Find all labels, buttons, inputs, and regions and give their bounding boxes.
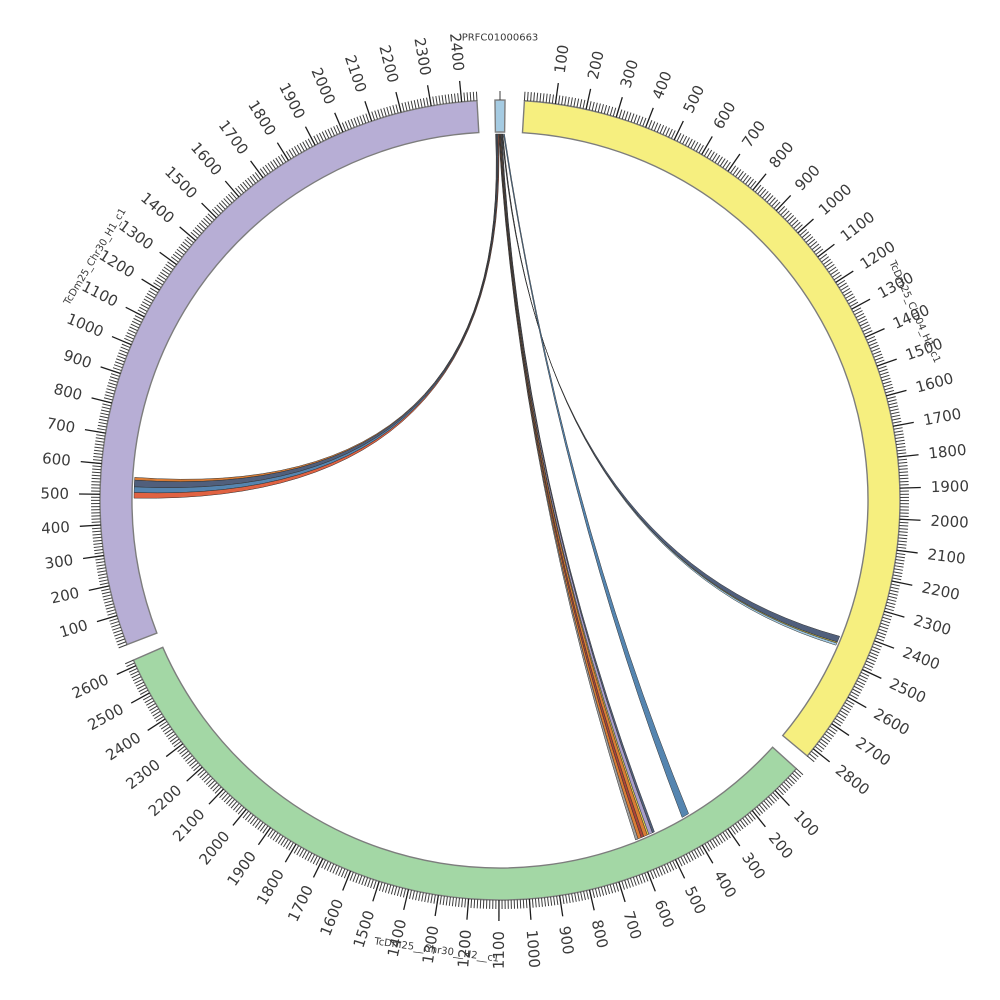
segment-TcDm25__Chr30__H2__c1 (116, 646, 804, 922)
tick-label: 200 (584, 49, 608, 81)
tick-label: 900 (555, 925, 577, 956)
segment-TcDm25_Chr04_H1_c1 (521, 82, 921, 763)
tick-label: 1100 (490, 931, 508, 969)
tick-label: 100 (551, 44, 573, 75)
segment-name-label: PRFC01000663 (462, 33, 539, 44)
tick-label: 200 (49, 584, 81, 608)
tick-label: 600 (41, 449, 71, 470)
tick-label: 2400 (446, 32, 468, 72)
major-ticks (79, 80, 463, 623)
tick-label: 800 (588, 918, 612, 950)
tick-label: 300 (44, 551, 75, 573)
tick-label: 1800 (928, 441, 968, 463)
segment-bands (79, 80, 921, 922)
tick-label: 400 (41, 518, 71, 538)
major-ticks (116, 665, 790, 922)
tick-label: 700 (45, 414, 76, 437)
tick-label: 1900 (931, 477, 970, 496)
alignment-ribbons (133, 133, 841, 841)
segment-PRFC01000663 (494, 91, 506, 133)
segment-arc (494, 99, 506, 133)
tick-label: 1200 (454, 929, 475, 968)
major-ticks (554, 82, 921, 763)
link-ribbon (502, 133, 838, 646)
link-ribbon (133, 133, 500, 499)
link-ribbon (503, 133, 689, 818)
minor-ticks (90, 91, 478, 649)
link-ribbon (501, 133, 655, 834)
tick-label: 2100 (926, 545, 966, 568)
tick-label: 2000 (930, 512, 969, 532)
tick-label: 1300 (419, 924, 443, 965)
tick-label: 500 (40, 484, 69, 502)
tick-label: 1000 (523, 929, 544, 968)
segment-TcDm25_Chr30_H1_c1 (79, 80, 480, 649)
